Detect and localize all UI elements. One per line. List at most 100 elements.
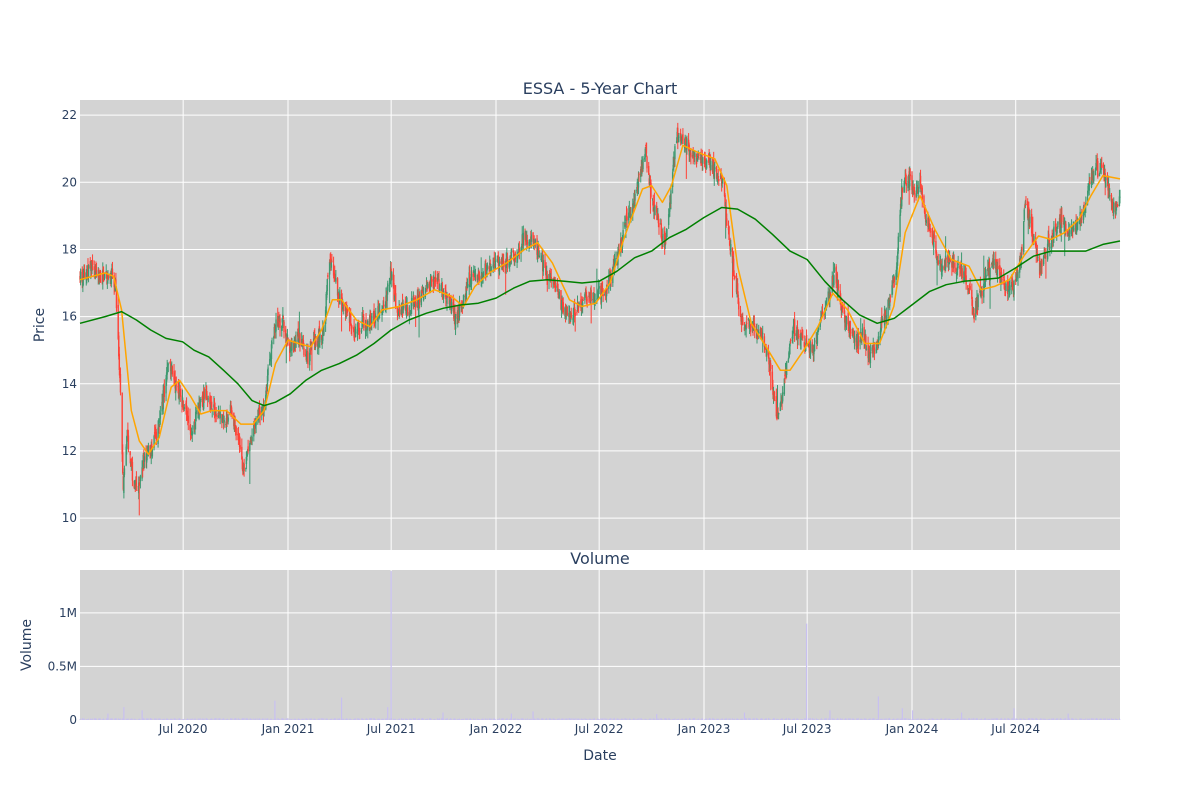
candle-body-up [977, 295, 979, 308]
candle-body-up [936, 259, 938, 264]
candle-body-down [649, 180, 652, 184]
candle-body-down [773, 390, 775, 398]
volume-bar [529, 719, 531, 720]
candle-body-up [1067, 234, 1069, 236]
candle-body-up [714, 167, 716, 169]
volume-bar [306, 718, 308, 720]
candle-body-up [670, 190, 672, 204]
volume-bar [786, 717, 788, 720]
candle-body-down [404, 301, 407, 303]
volume-bar [325, 719, 327, 720]
volume-bar [904, 718, 906, 720]
volume-bar [1028, 718, 1030, 720]
candle-body-down [715, 167, 718, 179]
volume-bar [1040, 718, 1042, 720]
volume-bar [812, 718, 814, 720]
candle-body-down [698, 153, 700, 157]
candle-body-down [849, 328, 852, 334]
volume-bar [668, 718, 670, 720]
candle-body-up [490, 266, 492, 273]
volume-bar [375, 719, 377, 720]
volume-bar [501, 718, 503, 720]
candle-body-up [653, 207, 655, 212]
volume-bar [1103, 718, 1105, 720]
candle-body-up [864, 343, 866, 346]
candle-body-down [544, 259, 546, 268]
volume-bar [660, 718, 662, 720]
candle-body-down [968, 291, 970, 293]
volume-bar [1052, 718, 1054, 720]
volume-bar [474, 719, 476, 720]
volume-bar [101, 719, 103, 720]
volume-bar [295, 718, 297, 720]
volume-bar [692, 717, 694, 720]
volume-bar [616, 718, 618, 720]
candle-body-down [95, 266, 97, 269]
volume-bar [553, 718, 554, 720]
volume-bar [685, 718, 687, 720]
volume-bar [672, 718, 674, 720]
candle-body-down [243, 463, 245, 472]
volume-bar [386, 718, 387, 720]
candle-body-down [688, 144, 690, 156]
volume-bar [130, 718, 132, 720]
volume-bar [434, 718, 435, 720]
volume-bar [1036, 718, 1038, 720]
volume-bar [453, 718, 455, 720]
volume-bar [452, 719, 454, 720]
volume-bar-spike [340, 697, 343, 720]
candle-body-up [628, 208, 631, 211]
candle-body-up [1023, 209, 1025, 220]
volume-bar [226, 719, 227, 720]
candle-body-down [763, 336, 766, 347]
candle-body-up [558, 291, 560, 299]
volume-bar [163, 718, 165, 720]
candle-body-up [644, 148, 647, 158]
volume-bar [370, 718, 372, 720]
candle-body-up [371, 316, 373, 326]
volume-bar [967, 719, 969, 720]
candle-body-down [237, 432, 240, 438]
volume-bar [461, 719, 463, 720]
volume-bar [875, 718, 877, 720]
candle-body-down [1011, 278, 1013, 284]
candle-body-up [391, 272, 393, 281]
volume-bar [700, 719, 702, 720]
candle-body-up [1076, 221, 1078, 227]
volume-bar [138, 718, 140, 720]
candle-body-down [469, 270, 471, 286]
candle-body-up [251, 436, 253, 442]
volume-bar [494, 719, 496, 720]
candle-body-down [931, 231, 933, 233]
volume-bar [121, 718, 123, 720]
candle-body-up [408, 312, 411, 317]
volume-bar [648, 718, 650, 720]
volume-bar [620, 719, 622, 720]
volume-bar [548, 718, 550, 720]
volume-bar [1049, 718, 1051, 720]
volume-bar [1105, 718, 1107, 720]
volume-bar [642, 719, 643, 720]
volume-bar [158, 719, 160, 720]
volume-bar [353, 719, 354, 720]
candle-body-down [395, 293, 397, 309]
candle-body-down [841, 305, 844, 309]
candle-body-up [123, 468, 126, 475]
candle-body-up [406, 305, 408, 307]
volume-bar [943, 718, 945, 720]
volume-bar [941, 718, 943, 720]
candle-body-up [356, 328, 359, 334]
date-x-tick-label: Jan 2022 [469, 722, 523, 736]
volume-bar [810, 718, 811, 720]
candle-body-up [532, 238, 535, 243]
volume-bar [475, 718, 476, 720]
candle-body-up [86, 268, 88, 276]
candle-body-down [646, 156, 648, 169]
volume-bar [815, 718, 817, 720]
candle-body-down [493, 257, 495, 263]
candle-body-up [1027, 208, 1029, 221]
volume-bar [972, 719, 973, 720]
volume-bar [606, 718, 608, 720]
volume-bar [1059, 718, 1061, 720]
